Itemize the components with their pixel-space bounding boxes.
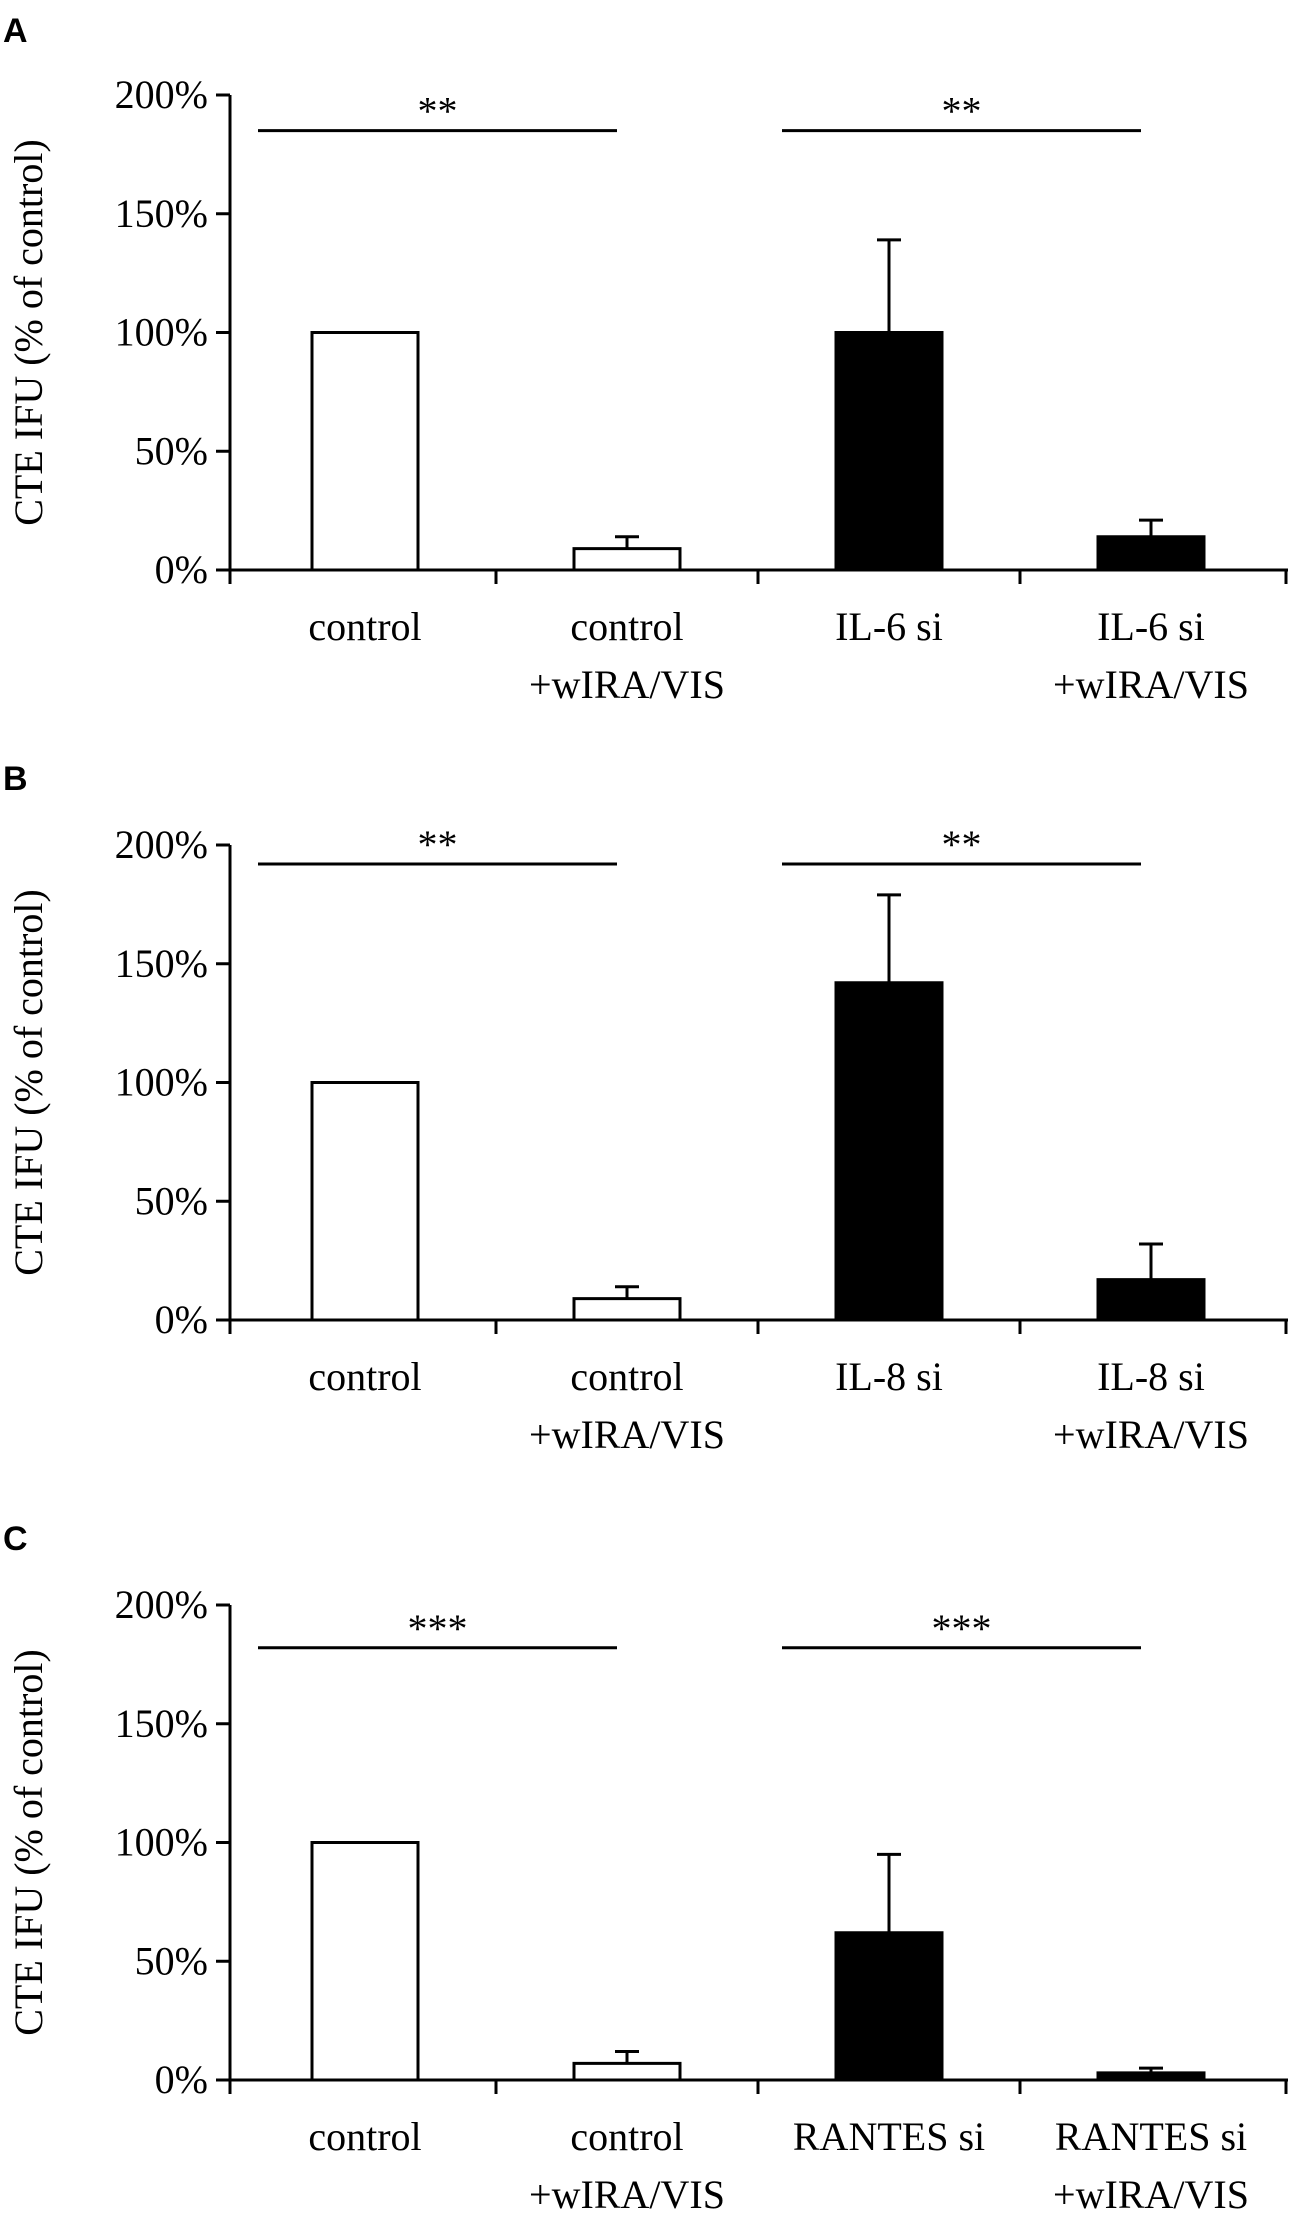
bar xyxy=(834,1931,944,2082)
x-category-label: +wIRA/VIS xyxy=(1053,1412,1249,1457)
y-tick-label: 0% xyxy=(155,1297,208,1342)
y-tick-label: 100% xyxy=(115,310,208,355)
x-category-label: IL-8 si xyxy=(1097,1354,1205,1399)
x-category-label: IL-6 si xyxy=(1097,604,1205,649)
panel-letter: A xyxy=(3,12,28,50)
x-category-label: control xyxy=(308,2114,421,2159)
bar xyxy=(572,2061,682,2082)
y-tick-label: 100% xyxy=(115,1060,208,1105)
x-category-label: control xyxy=(570,604,683,649)
chart-panel-c: C 0% 50% 100% 150% 200% CTE IFU (% of control)… xyxy=(3,1520,1288,2217)
x-category-label: +wIRA/VIS xyxy=(529,2172,725,2217)
y-tick-label: 200% xyxy=(115,72,208,117)
bar xyxy=(1096,535,1206,572)
y-axis-label: CTE IFU (% of control) xyxy=(6,139,51,526)
chart-panel-a: A 0% 50% 100% 150% 200% CTE IFU (% of control)… xyxy=(3,12,1288,707)
x-category-label: IL-8 si xyxy=(835,1354,943,1399)
x-category-label: control xyxy=(308,604,421,649)
y-tick-label: 0% xyxy=(155,547,208,592)
bar xyxy=(310,331,420,572)
x-category-label: IL-6 si xyxy=(835,604,943,649)
significance-label: *** xyxy=(408,1606,468,1651)
y-tick-label: 0% xyxy=(155,2057,208,2102)
x-category-label: +wIRA/VIS xyxy=(1053,662,1249,707)
bar xyxy=(310,1081,420,1322)
y-tick-label: 100% xyxy=(115,1820,208,1865)
x-category-label: +wIRA/VIS xyxy=(529,662,725,707)
chart-panel-b: B 0% 50% 100% 150% 200% CTE IFU (% of control)… xyxy=(3,760,1288,1457)
y-axis-label: CTE IFU (% of control) xyxy=(6,1649,51,2036)
significance-label: ** xyxy=(942,822,982,867)
bar xyxy=(310,1841,420,2082)
significance-label: ** xyxy=(942,89,982,134)
x-category-label: control xyxy=(570,2114,683,2159)
bar xyxy=(572,1297,682,1322)
y-axis-label: CTE IFU (% of control) xyxy=(6,889,51,1276)
y-tick-label: 150% xyxy=(115,191,208,236)
significance-label: *** xyxy=(932,1606,992,1651)
y-tick-label: 50% xyxy=(135,1178,208,1223)
y-tick-label: 150% xyxy=(115,941,208,986)
bar xyxy=(1096,2071,1206,2082)
bar xyxy=(834,981,944,1322)
y-tick-label: 50% xyxy=(135,428,208,473)
significance-label: ** xyxy=(418,822,458,867)
bar xyxy=(1096,1278,1206,1322)
y-tick-label: 50% xyxy=(135,1938,208,1983)
x-category-label: control xyxy=(570,1354,683,1399)
y-tick-label: 200% xyxy=(115,822,208,867)
y-tick-label: 150% xyxy=(115,1701,208,1746)
x-category-label: RANTES si xyxy=(793,2114,985,2159)
significance-label: ** xyxy=(418,89,458,134)
x-category-label: control xyxy=(308,1354,421,1399)
panel-letter: C xyxy=(3,1520,28,1558)
x-category-label: +wIRA/VIS xyxy=(529,1412,725,1457)
x-category-label: RANTES si xyxy=(1055,2114,1247,2159)
bar xyxy=(572,547,682,572)
panel-letter: B xyxy=(3,760,28,798)
y-tick-label: 200% xyxy=(115,1582,208,1627)
x-category-label: +wIRA/VIS xyxy=(1053,2172,1249,2217)
bar xyxy=(834,331,944,572)
